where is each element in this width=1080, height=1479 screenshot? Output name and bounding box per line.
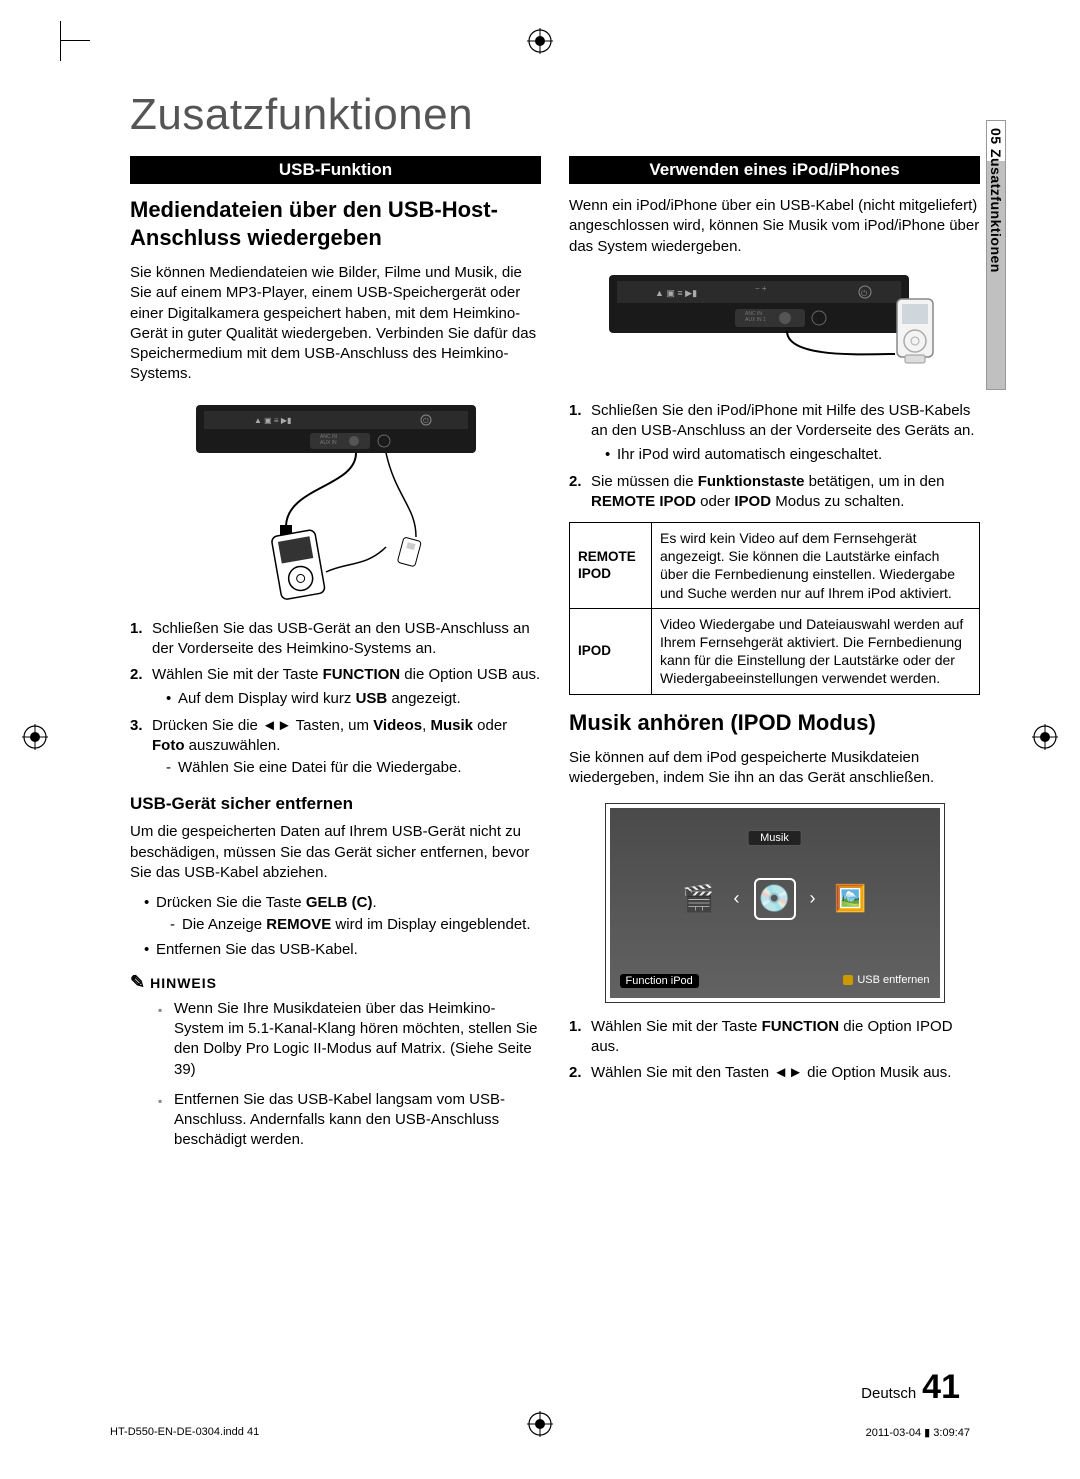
ipod-step-1: 1.Schließen Sie den iPod/iPhone mit Hilf… [569,401,980,466]
svg-text:⏻: ⏻ [423,417,429,425]
remove-b2: Entfernen Sie das USB-Kabel. [144,940,541,960]
step-2: 2.Wählen Sie mit der Taste FUNCTION die … [130,665,541,710]
mode-cell-desc: Es wird kein Video auf dem Fernsehgerät … [652,523,980,609]
screen-footer: Function iPod USB entfernen [620,974,930,988]
arrow-right-icon: › [810,888,816,909]
figure-ipod-device: ▲ ▣ ≡ ▶▮ ⏻ − + ANC IN AUX IN 1 [569,269,980,389]
arrow-left-icon: ‹ [734,888,740,909]
svg-text:⏻: ⏻ [861,289,868,298]
mode-cell-label: IPOD [570,608,652,694]
remove-b1: Drücken Sie die Taste GELB (C). Die Anze… [144,893,541,936]
section-bar-ipod: Verwenden eines iPod/iPhones [569,156,980,184]
screen-footer-usb: USB entfernen [843,974,929,988]
screen-footer-function: Function iPod [620,974,699,988]
music-icon: 💿 [754,878,796,920]
music-step-2: 2.Wählen Sie mit den Tasten ◄► die Optio… [569,1063,980,1083]
svg-text:AUX IN: AUX IN [320,440,337,446]
ipod-steps: 1.Schließen Sie den iPod/iPhone mit Hilf… [569,401,980,512]
note-2: Entfernen Sie das USB-Kabel langsam vom … [158,1090,541,1151]
screen-top-label: Musik [747,830,802,846]
ipod-step-2: 2.Sie müssen die Funktionstaste betätige… [569,472,980,513]
footer-meta: HT-D550-EN-DE-0304.indd 41 2011-03-04 ▮ … [110,1426,970,1439]
video-icon: 🎬 [678,878,720,920]
note-icon: ✎ [130,972,146,992]
left-column: USB-Funktion Mediendateien über den USB-… [130,156,541,1161]
section-bar-usb: USB-Funktion [130,156,541,184]
step-3-dash: Wählen Sie eine Datei für die Wiedergabe… [166,758,541,778]
heading-music-ipod: Musik anhören (IPOD Modus) [569,709,980,737]
mode-table: REMOTE IPOD Es wird kein Video auf dem F… [569,522,980,695]
heading-remove-usb: USB-Gerät sicher entfernen [130,794,541,814]
ipod-step-1-sub: Ihr iPod wird automatisch eingeschaltet. [605,445,980,465]
table-row: IPOD Video Wiedergabe und Dateiauswahl w… [570,608,980,694]
photo-icon: 🖼️ [830,878,872,920]
heading-usb-media: Mediendateien über den USB-Host-Anschlus… [130,196,541,251]
page-title: Zusatzfunktionen [130,90,980,140]
svg-text:▲ ▣ ≡ ▶▮: ▲ ▣ ≡ ▶▮ [655,288,697,298]
music-step-2-text: Wählen Sie mit den Tasten ◄► die Option … [591,1064,951,1081]
step-2-text: Wählen Sie mit der Taste FUNCTION die Op… [152,666,540,683]
note-list: Wenn Sie Ihre Musikdateien über das Heim… [130,999,541,1151]
note-1: Wenn Sie Ihre Musikdateien über das Heim… [158,999,541,1080]
music-steps: 1.Wählen Sie mit der Taste FUNCTION die … [569,1017,980,1084]
svg-text:▲ ▣ ≡ ▶▮: ▲ ▣ ≡ ▶▮ [254,416,291,425]
footer-file: HT-D550-EN-DE-0304.indd 41 [110,1426,259,1439]
paragraph-ipod-intro: Wenn ein iPod/iPhone über ein USB-Kabel … [569,196,980,257]
mode-cell-label: REMOTE IPOD [570,523,652,609]
registration-mark-top [527,28,553,60]
page: 05 Zusatzfunktionen Zusatzfunktionen USB… [0,0,1080,1479]
step-2-sub: Auf dem Display wird kurz USB angezeigt. [166,689,541,709]
paragraph-music-intro: Sie können auf dem iPod gespeicherte Mus… [569,748,980,789]
footer-timestamp: 2011-03-04 ▮ 3:09:47 [866,1426,970,1439]
screen-icon-row: 🎬 ‹ 💿 › 🖼️ [610,878,940,920]
yellow-c-icon [843,975,853,985]
svg-text:− +: − + [755,284,767,293]
content-columns: USB-Funktion Mediendateien über den USB-… [130,156,980,1161]
table-row: REMOTE IPOD Es wird kein Video auf dem F… [570,523,980,609]
step-3: 3.Drücken Sie die ◄► Tasten, um Videos, … [130,716,541,779]
ipod-step-2-text: Sie müssen die Funktionstaste betätigen,… [591,473,945,510]
mode-cell-desc: Video Wiedergabe und Dateiauswahl werden… [652,608,980,694]
registration-mark-left [22,724,48,756]
paragraph-usb-intro: Sie können Mediendateien wie Bilder, Fil… [130,263,541,385]
note-heading: ✎HINWEIS [130,972,541,993]
registration-mark-right [1032,724,1058,756]
remove-b1-dash: Die Anzeige REMOVE wird im Display einge… [170,915,541,935]
step-1: 1.Schließen Sie das USB-Gerät an den USB… [130,619,541,660]
figure-tv-screen: Musik 🎬 ‹ 💿 › 🖼️ Function iPod USB entfe… [605,803,945,1003]
page-number: Deutsch41 [861,1368,960,1407]
svg-text:AUX IN 1: AUX IN 1 [745,317,766,323]
paragraph-remove: Um die gespeicherten Daten auf Ihrem USB… [130,822,541,883]
chapter-tab-label: 05 Zusatzfunktionen [988,128,1004,273]
right-column: Verwenden eines iPod/iPhones Wenn ein iP… [569,156,980,1161]
usb-steps: 1.Schließen Sie das USB-Gerät an den USB… [130,619,541,779]
music-step-1-text: Wählen Sie mit der Taste FUNCTION die Op… [591,1018,953,1055]
figure-usb-device: ▲ ▣ ≡ ▶▮ ⏻ ANC IN AUX IN [130,397,541,607]
crop-mark [60,40,90,70]
music-step-1: 1.Wählen Sie mit der Taste FUNCTION die … [569,1017,980,1058]
step-3-text: Drücken Sie die ◄► Tasten, um Videos, Mu… [152,717,507,754]
remove-bullets: Drücken Sie die Taste GELB (C). Die Anze… [130,893,541,960]
